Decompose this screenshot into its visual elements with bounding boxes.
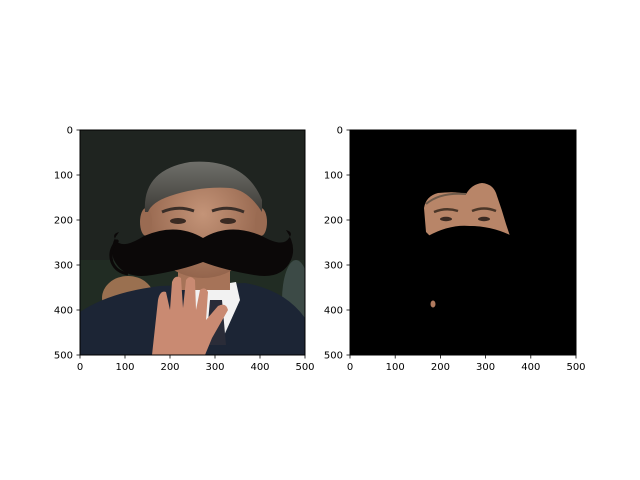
left-y-tick-label: 300: [54, 261, 73, 272]
left-y-tick-label: 200: [54, 216, 73, 227]
right-x-tick-label: 300: [476, 362, 495, 373]
masked-eye-left: [440, 216, 452, 222]
right-image-panel: [350, 130, 576, 355]
left-x-tick-label: 400: [250, 362, 269, 373]
right-y-tick-label: 0: [337, 126, 343, 137]
right-y-tick-label: 200: [324, 216, 343, 227]
left-y-tick-label: 400: [54, 306, 73, 317]
left-y-tick-label: 100: [54, 171, 73, 182]
ear-right: [255, 208, 267, 236]
mustache-overlay: [111, 229, 294, 276]
left-x-tick-label: 100: [115, 362, 134, 373]
masked-eyebrow-left: [433, 208, 459, 214]
left-x-tick-label: 200: [160, 362, 179, 373]
right-y-tick-label: 500: [324, 351, 343, 362]
right-x-tick-label: 0: [347, 362, 353, 373]
right-x-tick-label: 100: [386, 362, 405, 373]
right-y-tick-label: 300: [324, 261, 343, 272]
masked-eyebrow-right: [471, 207, 497, 213]
right-y-tick-label: 100: [324, 171, 343, 182]
left-y-tick-label: 0: [67, 126, 73, 137]
masked-skin-region: [424, 183, 510, 236]
eye-left: [170, 218, 186, 224]
left-y-axis: 0 100 200 300 400 500: [54, 126, 80, 362]
right-x-tick-label: 500: [566, 362, 585, 373]
left-x-tick-label: 500: [295, 362, 314, 373]
left-image-panel: [80, 130, 305, 355]
mustache-left-curl: [109, 238, 129, 276]
eyebrow-left: [161, 206, 195, 214]
right-axes-frame: [349, 129, 577, 356]
eye-right: [220, 218, 236, 224]
left-x-axis: 0 100 200 300 400 500: [77, 355, 315, 373]
right-x-axis: 0 100 200 300 400 500: [347, 355, 586, 373]
masked-hair-edge: [425, 192, 467, 205]
hair: [144, 161, 262, 212]
eyebrow-right: [211, 206, 245, 214]
left-x-tick-label: 0: [77, 362, 83, 373]
right-x-tick-label: 400: [521, 362, 540, 373]
masked-eye-right: [478, 216, 490, 222]
right-y-tick-label: 400: [324, 306, 343, 317]
ear-left: [140, 208, 152, 236]
masked-skin-speck: [430, 300, 436, 308]
right-x-tick-label: 200: [431, 362, 450, 373]
left-axes-frame: [79, 129, 306, 356]
left-y-tick-label: 500: [54, 351, 73, 362]
masked-mustache-cut: [428, 225, 512, 244]
right-y-axis: 0 100 200 300 400 500: [324, 126, 350, 362]
left-x-tick-label: 300: [205, 362, 224, 373]
raised-hand: [152, 276, 228, 355]
